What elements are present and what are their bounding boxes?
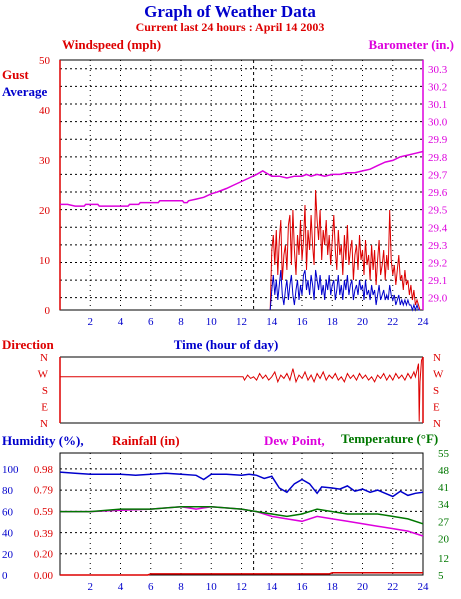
chart-title: Graph of Weather Data (144, 2, 316, 21)
time-tick-label: 2 (88, 581, 94, 593)
time-tick-label: 10 (206, 316, 218, 328)
time-tick-label: 20 (357, 316, 369, 328)
direction-tick-label-right: E (433, 402, 440, 414)
barometer-axis-label: Barometer (in.) (369, 37, 454, 52)
baro-tick-label: 29.9 (428, 134, 448, 146)
rainfall-tick-label: 0.39 (34, 528, 54, 540)
time-tick-label: 6 (148, 316, 154, 328)
chart-layer: 0102030405029.029.129.229.329.429.529.62… (2, 55, 450, 593)
baro-tick-label: 29.4 (428, 222, 448, 234)
humidity-tick-label: 40 (2, 528, 14, 540)
humidity-tick-label: 100 (2, 464, 19, 476)
rainfall-tick-label: 0.79 (34, 484, 54, 496)
time-tick-label: 2 (88, 316, 94, 328)
baro-tick-label: 29.1 (428, 275, 447, 287)
time-tick-label: 8 (178, 581, 184, 593)
temperature-tick-label: 48 (438, 465, 450, 477)
rainfall-tick-label: 0.00 (34, 570, 54, 582)
wind-tick-label: 0 (45, 305, 51, 317)
wind-tick-label: 20 (39, 205, 51, 217)
humidity-tick-label: 80 (2, 485, 14, 497)
time-tick-label: 4 (118, 316, 124, 328)
direction-tick-label-left: N (40, 418, 48, 430)
time-tick-label: 16 (297, 316, 309, 328)
temperature-axis-label: Temperature (°F) (341, 431, 438, 446)
direction-label: Direction (2, 337, 55, 352)
wind-tick-label: 50 (39, 55, 51, 67)
chart-subtitle: Current last 24 hours : April 14 2003 (136, 20, 325, 34)
time-tick-label: 8 (178, 316, 184, 328)
rainfall-series-line (60, 572, 423, 576)
direction-tick-label-left: N (40, 352, 48, 364)
baro-tick-label: 29.3 (428, 240, 448, 252)
time-tick-label: 14 (266, 316, 278, 328)
humidity-tick-label: 20 (2, 549, 14, 561)
gust-series-line (269, 189, 421, 311)
temperature-tick-label: 12 (438, 553, 449, 565)
baro-tick-label: 29.8 (428, 152, 448, 164)
direction-series-line (60, 356, 424, 422)
time-tick-label: 10 (206, 581, 218, 593)
temperature-series-line (60, 505, 424, 525)
temperature-tick-label: 55 (438, 448, 450, 460)
humidity-axis-label: Humidity (%), (2, 433, 84, 448)
legend-average: Average (2, 84, 47, 99)
direction-tick-label-left: W (38, 369, 49, 381)
direction-tick-label-left: S (42, 385, 48, 397)
baro-tick-label: 29.7 (428, 169, 448, 181)
dewpoint-axis-label: Dew Point, (264, 433, 325, 448)
barometer-series-line (60, 150, 424, 207)
time-tick-label: 4 (118, 581, 124, 593)
direction-tick-label-right: W (433, 369, 444, 381)
baro-tick-label: 30.0 (428, 117, 448, 129)
time-tick-label: 24 (418, 581, 430, 593)
rainfall-tick-label: 0.59 (34, 506, 54, 518)
time-axis-label: Time (hour of day) (174, 337, 279, 352)
direction-tick-label-right: N (433, 418, 441, 430)
humidity-tick-label: 0 (2, 570, 8, 582)
temperature-tick-label: 20 (438, 533, 450, 545)
temperature-tick-label: 5 (438, 570, 444, 582)
humidity-series-line (59, 471, 424, 498)
time-tick-label: 14 (266, 581, 278, 593)
windspeed-axis-label: Windspeed (mph) (62, 37, 161, 52)
average-series-line (269, 269, 420, 312)
baro-tick-label: 30.1 (428, 99, 447, 111)
direction-tick-label-right: S (433, 385, 439, 397)
wind-tick-label: 30 (39, 155, 51, 167)
time-tick-label: 22 (387, 581, 398, 593)
time-tick-label: 18 (327, 581, 339, 593)
temperature-tick-label: 41 (438, 482, 449, 494)
baro-tick-label: 29.2 (428, 257, 447, 269)
time-tick-label: 12 (236, 581, 247, 593)
time-tick-label: 20 (357, 581, 369, 593)
temperature-tick-label: 27 (438, 516, 450, 528)
baro-tick-label: 30.2 (428, 81, 447, 93)
baro-tick-label: 29.0 (428, 293, 448, 305)
humidity-tick-label: 60 (2, 506, 14, 518)
legend-gust: Gust (2, 67, 29, 82)
time-tick-label: 12 (236, 316, 247, 328)
time-tick-label: 24 (418, 316, 430, 328)
time-tick-label: 22 (387, 316, 398, 328)
rainfall-tick-label: 0.20 (34, 548, 54, 560)
temperature-tick-label: 34 (438, 499, 450, 511)
rainfall-tick-label: 0.98 (34, 464, 54, 476)
wind-tick-label: 40 (39, 105, 51, 117)
baro-tick-label: 29.6 (428, 187, 448, 199)
humidity-plot-frame (59, 452, 424, 576)
wind-tick-label: 10 (39, 255, 51, 267)
time-tick-label: 18 (327, 316, 339, 328)
rainfall-axis-label: Rainfall (in) (112, 433, 180, 448)
direction-tick-label-left: E (41, 402, 48, 414)
direction-tick-label-right: N (433, 352, 441, 364)
baro-tick-label: 29.5 (428, 205, 448, 217)
baro-tick-label: 30.3 (428, 64, 448, 76)
time-tick-label: 16 (297, 581, 309, 593)
time-tick-label: 6 (148, 581, 154, 593)
